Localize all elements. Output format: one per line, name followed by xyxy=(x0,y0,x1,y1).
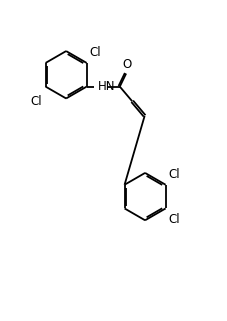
Text: HN: HN xyxy=(98,80,115,93)
Text: Cl: Cl xyxy=(31,94,42,108)
Text: Cl: Cl xyxy=(168,213,180,226)
Text: Cl: Cl xyxy=(89,46,101,59)
Text: Cl: Cl xyxy=(168,169,180,181)
Text: O: O xyxy=(123,58,132,71)
